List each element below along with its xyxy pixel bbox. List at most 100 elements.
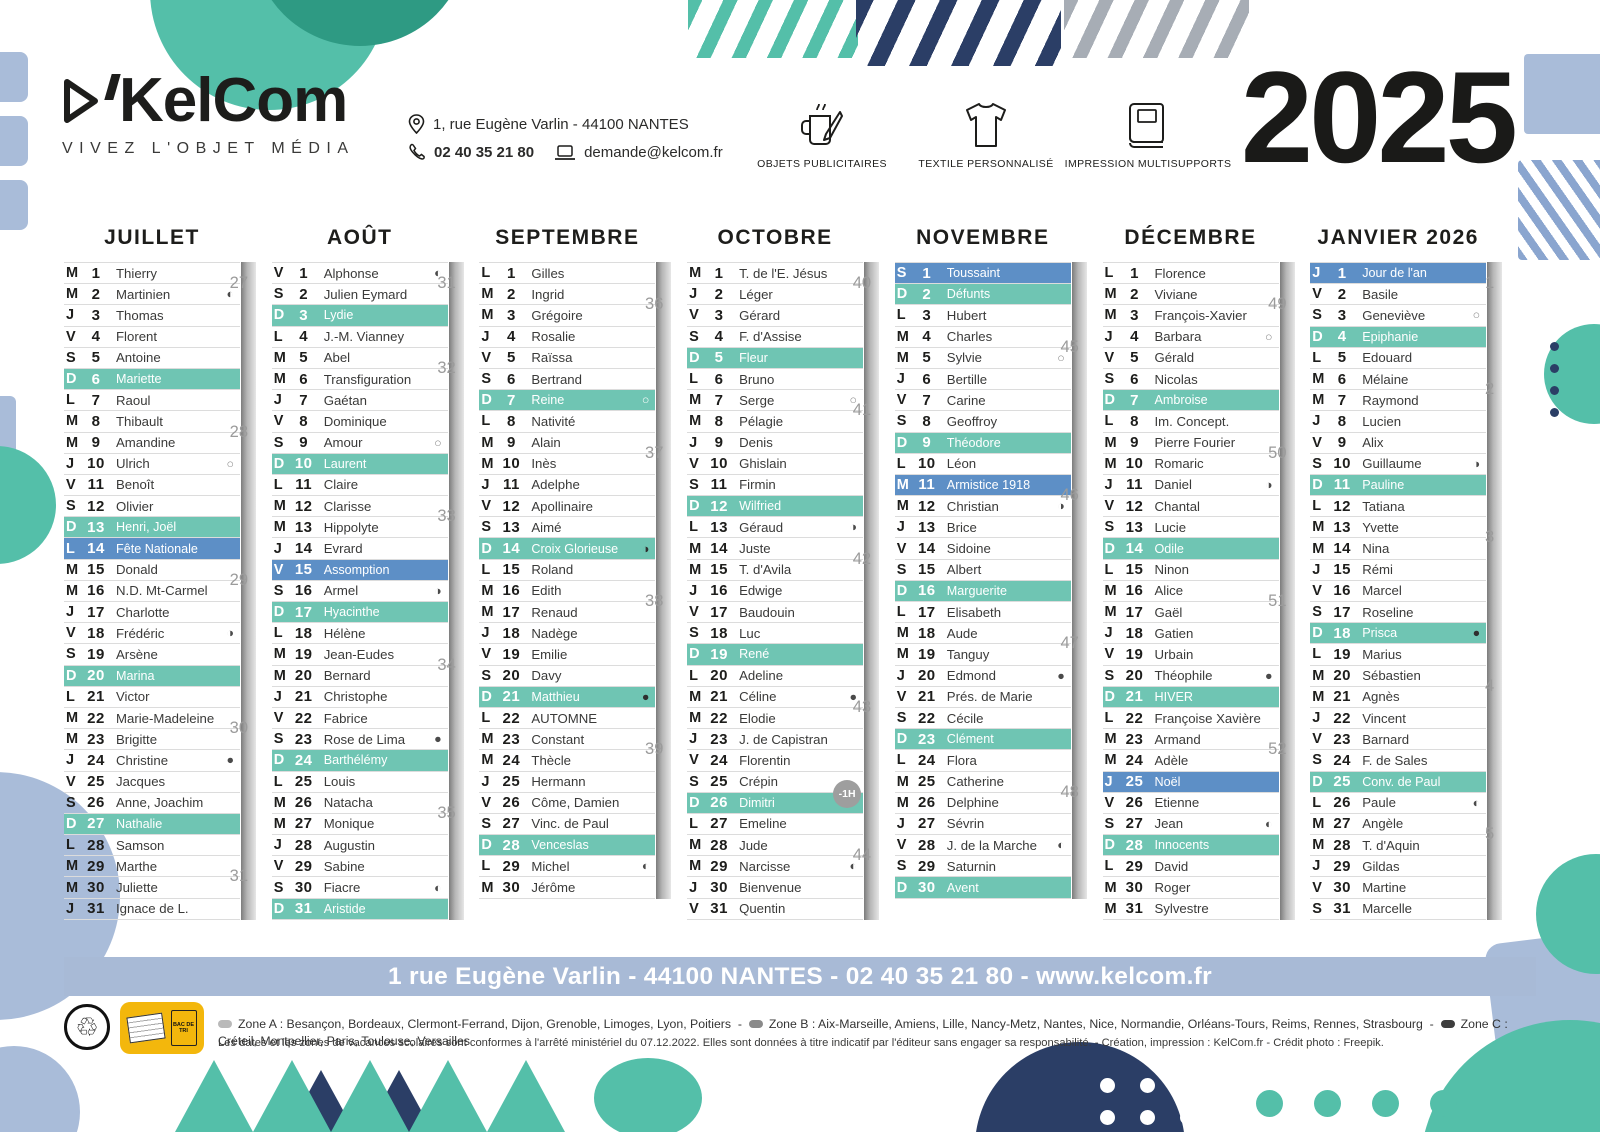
day-letter: J [66, 455, 75, 472]
day-name: Donald [116, 562, 158, 578]
day-letter: V [481, 498, 492, 515]
month-rows: S 1 Toussaint D 2 Défunts L 3 Hubert M 4 Charles M 5 S… [894, 262, 1079, 899]
calendar-day-row: V 22 Fabrice [271, 708, 448, 730]
day-number: 1 [91, 264, 101, 282]
day-name: Yvette [1362, 519, 1399, 535]
calendar-day-row: L 14 Fête Nationale [64, 538, 240, 560]
day-number: 13 [710, 518, 728, 536]
calendar-day-row: D 30 Avent [894, 877, 1071, 899]
moon-phase-icon: ◑ [1057, 498, 1065, 513]
day-number: 1 [1130, 264, 1139, 282]
day-letter: V [689, 307, 699, 324]
day-name: Etienne [1154, 795, 1200, 811]
week-number: 3 [1485, 528, 1495, 547]
day-name: Françoise Xavière [1154, 710, 1261, 726]
day-number: 3 [299, 306, 309, 324]
day-letter: S [896, 413, 907, 430]
day-number: 14 [917, 540, 936, 558]
day-name: Matthieu [531, 689, 580, 704]
day-name: Amour [323, 435, 363, 451]
day-name: Fête Nationale [116, 541, 198, 556]
day-letter: S [273, 286, 284, 303]
day-letter: J [481, 773, 490, 790]
day-number: 20 [294, 667, 313, 685]
calendar-day-row: L 27 Emeline [687, 814, 864, 836]
day-name: René [739, 647, 770, 662]
day-name: Prés. de Marie [946, 689, 1033, 705]
day-number: 15 [87, 561, 105, 579]
decor-white-dot [1180, 1078, 1195, 1093]
service-objets-publicitaires: OBJETS PUBLICITAIRES [732, 98, 912, 170]
calendar-day-row: J 22 Vincent [1310, 708, 1487, 730]
day-number: 10 [917, 455, 936, 473]
day-name: Tatiana [1362, 498, 1405, 514]
day-name: Guillaume [1362, 456, 1422, 472]
address-text: 1, rue Eugène Varlin - 44100 NANTES [433, 115, 689, 133]
day-number: 25 [1333, 773, 1352, 791]
day-number: 22 [917, 709, 936, 727]
page-shadow-strip [241, 262, 256, 921]
day-name: Thibault [116, 413, 163, 429]
calendar-day-row: S 3 Geneviève ○ [1310, 305, 1487, 327]
day-number: 28 [294, 836, 313, 854]
day-number: 30 [502, 879, 521, 897]
day-letter: D [689, 349, 700, 366]
day-number: 18 [1125, 624, 1144, 642]
day-number: 3 [1130, 306, 1139, 324]
day-number: 16 [917, 582, 936, 600]
day-letter: M [481, 286, 494, 303]
day-name: Geoffroy [946, 413, 998, 429]
day-letter: L [481, 710, 491, 727]
day-letter: D [481, 540, 492, 557]
day-name: Benoît [116, 477, 155, 493]
calendar-day-row: J 11 Daniel ◑ [1102, 475, 1279, 497]
calendar-day-row: D 28 Venceslas [479, 835, 656, 857]
calendar-day-row: M 24 Adèle 52 [1102, 740, 1287, 772]
calendar-day-row: L 15 Ninon [1102, 560, 1279, 581]
day-number: 4 [1337, 328, 1347, 346]
day-letter: M [66, 561, 79, 578]
day-name: Clarisse [323, 498, 372, 514]
moon-phase-icon: ● [226, 753, 234, 768]
day-number: 9 [506, 434, 516, 452]
calendar-day-row: M 20 Bernard 34 [271, 656, 456, 687]
day-number: 15 [294, 561, 313, 579]
day-letter: M [1104, 752, 1117, 769]
day-letter: S [66, 498, 76, 515]
calendar-day-row: M 26 Delphine 48 [894, 783, 1079, 814]
calendar-day-row: L 20 Adeline [687, 666, 864, 687]
day-letter: M [66, 286, 79, 303]
day-number: 11 [502, 476, 520, 494]
calendar-day-row: L 3 Hubert [894, 305, 1071, 327]
calendar-day-row: S 16 Armel ◑ [271, 581, 448, 602]
day-name: Mélaine [1362, 371, 1409, 387]
day-name: N.D. Mt-Carmel [116, 583, 208, 599]
day-name: Michel [531, 858, 570, 874]
day-number: 2 [506, 285, 516, 303]
day-number: 31 [294, 900, 313, 918]
day-name: Léger [739, 286, 773, 302]
calendar-day-row: M 3 François-Xavier 49 [1102, 295, 1287, 327]
week-number: 49 [1268, 295, 1287, 314]
day-letter: L [689, 519, 698, 536]
day-name: Fleur [739, 350, 768, 365]
calendar-day-row: J 25 Hermann [479, 772, 656, 793]
day-name: Raymond [1362, 392, 1419, 408]
calendar-day-row: M 26 Natacha [271, 793, 448, 814]
moon-phase-icon: ● [1264, 668, 1273, 683]
decor-teal-triangle [175, 1060, 253, 1132]
day-letter: L [896, 604, 906, 621]
calendar-day-row: J 24 Christine ● [64, 750, 240, 772]
day-name: Marguerite [946, 583, 1007, 598]
day-letter: L [66, 540, 75, 557]
day-name: Conv. de Paul [1362, 774, 1441, 789]
calendar-day-row: S 15 Albert [894, 560, 1071, 581]
day-letter: M [689, 392, 702, 409]
day-name: Hyacinthe [323, 605, 380, 620]
calendar-day-row: S 11 Firmin [687, 475, 864, 497]
day-name: Albert [946, 562, 982, 578]
day-letter: L [1312, 498, 1322, 515]
day-number: 30 [1125, 879, 1144, 897]
day-name: Carine [946, 392, 986, 408]
calendar-day-row: V 21 Prés. de Marie [894, 687, 1071, 708]
